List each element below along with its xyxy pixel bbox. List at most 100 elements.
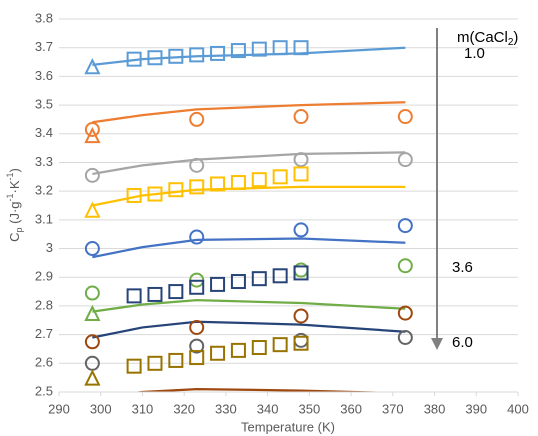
circle-marker (397, 305, 413, 321)
circle-marker (397, 152, 413, 168)
square-marker (189, 179, 205, 195)
square-marker (210, 45, 226, 61)
circle-marker (293, 222, 309, 238)
square-marker (147, 186, 163, 202)
annotation: 3.6 (452, 259, 473, 276)
model-line (92, 237, 406, 259)
x-tick-label: 300 (90, 401, 112, 416)
square-marker (230, 342, 246, 358)
y-tick-label: 3.6 (35, 68, 53, 83)
square-marker (210, 276, 226, 292)
y-axis-label: Cp (J·g-1·K-1) (5, 168, 24, 242)
y-tick-label: 3.7 (35, 39, 53, 54)
square-marker (293, 40, 309, 56)
y-axis-label-part: C (7, 233, 22, 242)
circle-marker (84, 121, 100, 137)
y-tick-label: 2.5 (35, 383, 53, 398)
square-marker (272, 40, 288, 56)
circle-marker (84, 241, 100, 257)
y-axis-label-part: -1 (5, 172, 15, 180)
square-marker (293, 335, 309, 351)
triangle-marker (84, 304, 101, 322)
y-axis-label-part: ·K (7, 180, 22, 193)
x-tick-label: 350 (299, 401, 321, 416)
model-line (92, 185, 406, 207)
y-tick-label: 3.5 (35, 97, 53, 112)
y-tick-label: 2.9 (35, 269, 53, 284)
y-tick-label: 3.2 (35, 183, 53, 198)
model-line (92, 299, 406, 313)
square-marker (272, 169, 288, 185)
y-axis-label-part: (J·g (7, 201, 22, 227)
square-marker (230, 274, 246, 290)
x-tick-label: 370 (382, 401, 404, 416)
square-marker (168, 352, 184, 368)
square-marker (251, 271, 267, 287)
x-tick-label: 320 (173, 401, 195, 416)
square-marker (293, 265, 309, 281)
arrow-head (431, 338, 443, 350)
circle-marker (84, 334, 100, 350)
x-axis-label: Temperature (K) (241, 419, 335, 434)
model-line (92, 320, 406, 339)
x-tick-label: 290 (48, 401, 70, 416)
y-axis-label-part: ) (7, 168, 22, 172)
y-tick-label: 3 (46, 240, 53, 255)
square-marker (251, 340, 267, 356)
circle-marker (397, 258, 413, 274)
circle-marker (189, 111, 205, 127)
circle-marker (293, 308, 309, 324)
circle-marker (189, 157, 205, 173)
square-marker (189, 47, 205, 63)
circle-marker (84, 167, 100, 183)
square-marker (272, 268, 288, 284)
y-tick-label: 2.8 (35, 297, 53, 312)
annotation-title-part: 2 (508, 37, 514, 48)
model-line (92, 101, 406, 124)
x-tick-label: 330 (215, 401, 237, 416)
x-tick-label: 390 (465, 401, 487, 416)
annotation: 6.0 (452, 334, 473, 351)
square-marker (189, 279, 205, 295)
square-marker (147, 50, 163, 66)
model-line (132, 388, 395, 392)
triangle-marker (84, 369, 101, 386)
annotation-title-part: ) (513, 29, 518, 46)
x-tick-label: 340 (257, 401, 279, 416)
square-marker (251, 41, 267, 57)
triangle-marker (84, 58, 101, 75)
square-marker (168, 48, 184, 64)
circle-marker (397, 329, 413, 345)
circle-marker (189, 338, 205, 354)
circle-marker (397, 218, 413, 234)
square-marker (126, 51, 142, 67)
square-marker (126, 358, 142, 374)
circle-marker (189, 229, 205, 245)
x-tick-label: 310 (132, 401, 154, 416)
y-tick-label: 3.4 (35, 125, 53, 140)
square-marker (210, 176, 226, 192)
circle-marker (189, 319, 205, 335)
y-axis-label-part: -1 (5, 193, 15, 201)
x-tick-label: 380 (424, 401, 446, 416)
square-marker (230, 175, 246, 191)
y-tick-label: 2.7 (35, 326, 53, 341)
circle-marker (293, 109, 309, 125)
annotation: 1.0 (464, 45, 485, 62)
triangle-marker (84, 201, 101, 218)
y-axis-label-part: p (14, 227, 24, 232)
y-tick-label: 3.1 (35, 211, 53, 226)
annotation-title-part: m(CaCl (457, 29, 508, 46)
square-marker (168, 182, 184, 198)
square-marker (147, 286, 163, 302)
square-marker (230, 43, 246, 59)
y-tick-label: 2.6 (35, 355, 53, 370)
annotation-title: m(CaCl2) (457, 29, 518, 48)
square-marker (189, 350, 205, 366)
circle-marker (397, 109, 413, 125)
square-marker (168, 284, 184, 300)
square-marker (126, 288, 142, 304)
model-line (92, 46, 406, 67)
square-marker (147, 355, 163, 371)
